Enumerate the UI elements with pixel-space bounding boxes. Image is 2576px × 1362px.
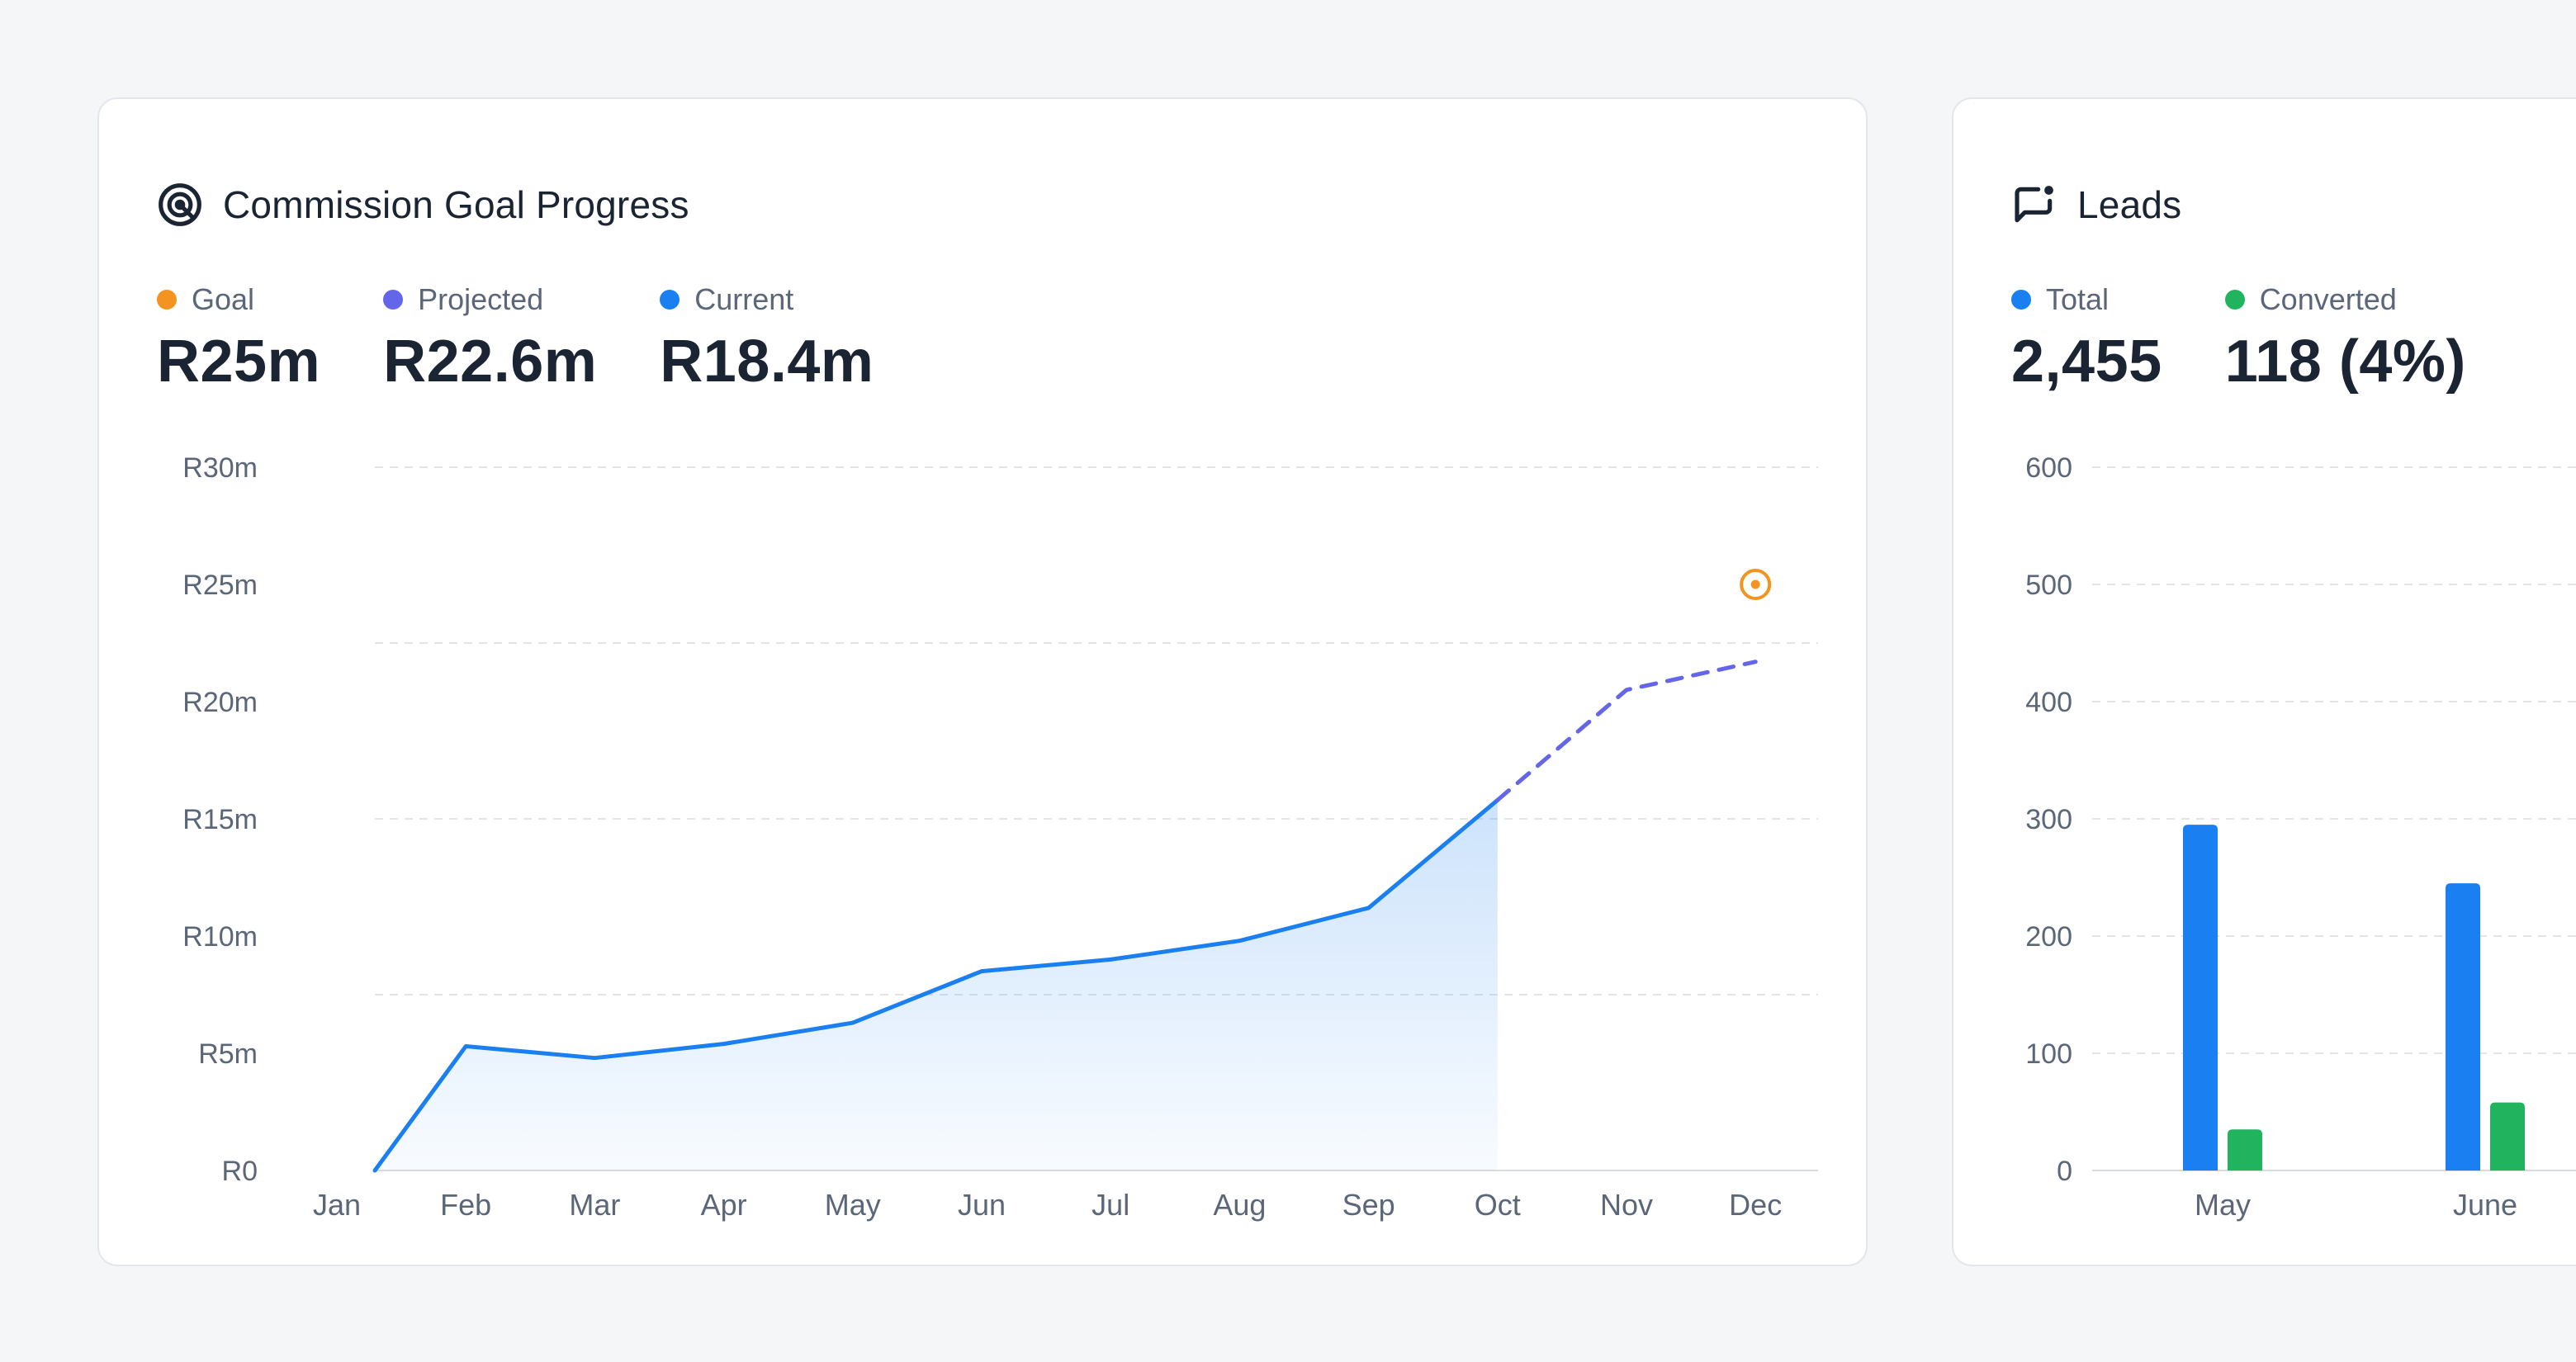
stat-total: Total 2,455 — [2011, 279, 2162, 395]
commission-title: Commission Goal Progress — [223, 183, 689, 226]
x-tick-label: June — [2453, 1188, 2517, 1222]
stat-label: Total — [2046, 282, 2110, 316]
commission-chart: R0 R5m R10m R15m R20m R25m R30m Jan Feb Mar Apr May… — [182, 452, 1818, 1222]
y-tick-label: 400 — [2025, 687, 2072, 718]
x-tick-label: Jun — [958, 1188, 1006, 1222]
projected-line — [1495, 660, 1758, 802]
leads-chart: 0 100 200 300 400 500 600 May June — [2025, 452, 2576, 1222]
x-tick-label: Jan — [313, 1188, 361, 1222]
stat-label: Current — [694, 282, 794, 316]
x-tick-label: Jul — [1091, 1188, 1129, 1222]
y-tick-label: 0 — [2057, 1156, 2072, 1187]
projected-legend-dot — [383, 290, 404, 310]
converted-legend-dot — [2224, 290, 2245, 310]
stat-value: 2,455 — [2011, 329, 2162, 395]
x-tick-label: Aug — [1213, 1188, 1266, 1222]
x-tick-label: Mar — [569, 1188, 620, 1222]
total-bar — [2183, 825, 2218, 1170]
stat-converted: Converted 118 (4%) — [2224, 279, 2466, 395]
y-tick-label: 200 — [2025, 921, 2072, 953]
x-tick-label: May — [2195, 1188, 2251, 1222]
stat-label: Goal — [192, 282, 255, 316]
leads-header: Leads — [2011, 180, 2181, 229]
y-tick-label: 600 — [2025, 452, 2072, 484]
x-tick-label: Oct — [1475, 1188, 1521, 1222]
y-tick-label: 100 — [2025, 1038, 2072, 1070]
total-legend-dot — [2011, 290, 2031, 310]
x-tick-label: Dec — [1729, 1188, 1782, 1222]
stat-projected: Projected R22.6m — [383, 279, 597, 395]
y-tick-label: R30m — [182, 452, 258, 484]
x-tick-label: Sep — [1342, 1188, 1395, 1222]
leads-card: 0 100 200 300 400 500 600 May June Leads Total 2… — [1952, 97, 2576, 1266]
goal-legend-dot — [157, 290, 177, 310]
converted-bar — [2228, 1129, 2262, 1170]
stat-goal: Goal R25m — [157, 279, 320, 395]
y-tick-label: 500 — [2025, 570, 2072, 601]
y-tick-label: R10m — [182, 921, 258, 953]
y-tick-label: R25m — [182, 570, 258, 601]
stat-value: R25m — [157, 329, 321, 395]
leads-stats: Total 2,455 Converted 118 (4%) — [2011, 279, 2529, 395]
chat-notification-icon — [2015, 186, 2053, 223]
stat-current: Current R18.4m — [660, 279, 874, 395]
y-tick-label: 300 — [2025, 804, 2072, 835]
current-area — [375, 800, 1498, 1170]
current-line — [372, 797, 1500, 1173]
goal-marker-center — [1750, 579, 1760, 589]
stat-label: Converted — [2259, 282, 2397, 316]
stat-value: 118 (4%) — [2224, 329, 2466, 395]
stat-label: Projected — [418, 282, 544, 316]
converted-bar — [2490, 1102, 2525, 1170]
total-bar — [2446, 883, 2480, 1170]
x-tick-label: May — [825, 1188, 881, 1222]
x-tick-label: Apr — [701, 1188, 747, 1222]
y-tick-label: R0 — [222, 1156, 258, 1187]
y-tick-label: R20m — [182, 687, 258, 718]
current-legend-dot — [660, 290, 680, 310]
leads-title: Leads — [2077, 183, 2182, 226]
commission-stats: Goal R25m Projected R22.6m Current R18.4… — [157, 279, 936, 395]
commission-header: Commission Goal Progress — [157, 180, 689, 229]
x-tick-label: Nov — [1600, 1188, 1653, 1222]
x-tick-label: Feb — [440, 1188, 491, 1222]
stat-value: R22.6m — [383, 329, 598, 395]
y-tick-label: R15m — [182, 804, 258, 835]
stat-value: R18.4m — [660, 329, 874, 395]
target-icon — [159, 183, 201, 226]
commission-goal-card: R0 R5m R10m R15m R20m R25m R30m Jan Feb Mar Apr May… — [97, 97, 1868, 1266]
y-tick-label: R5m — [198, 1038, 258, 1070]
